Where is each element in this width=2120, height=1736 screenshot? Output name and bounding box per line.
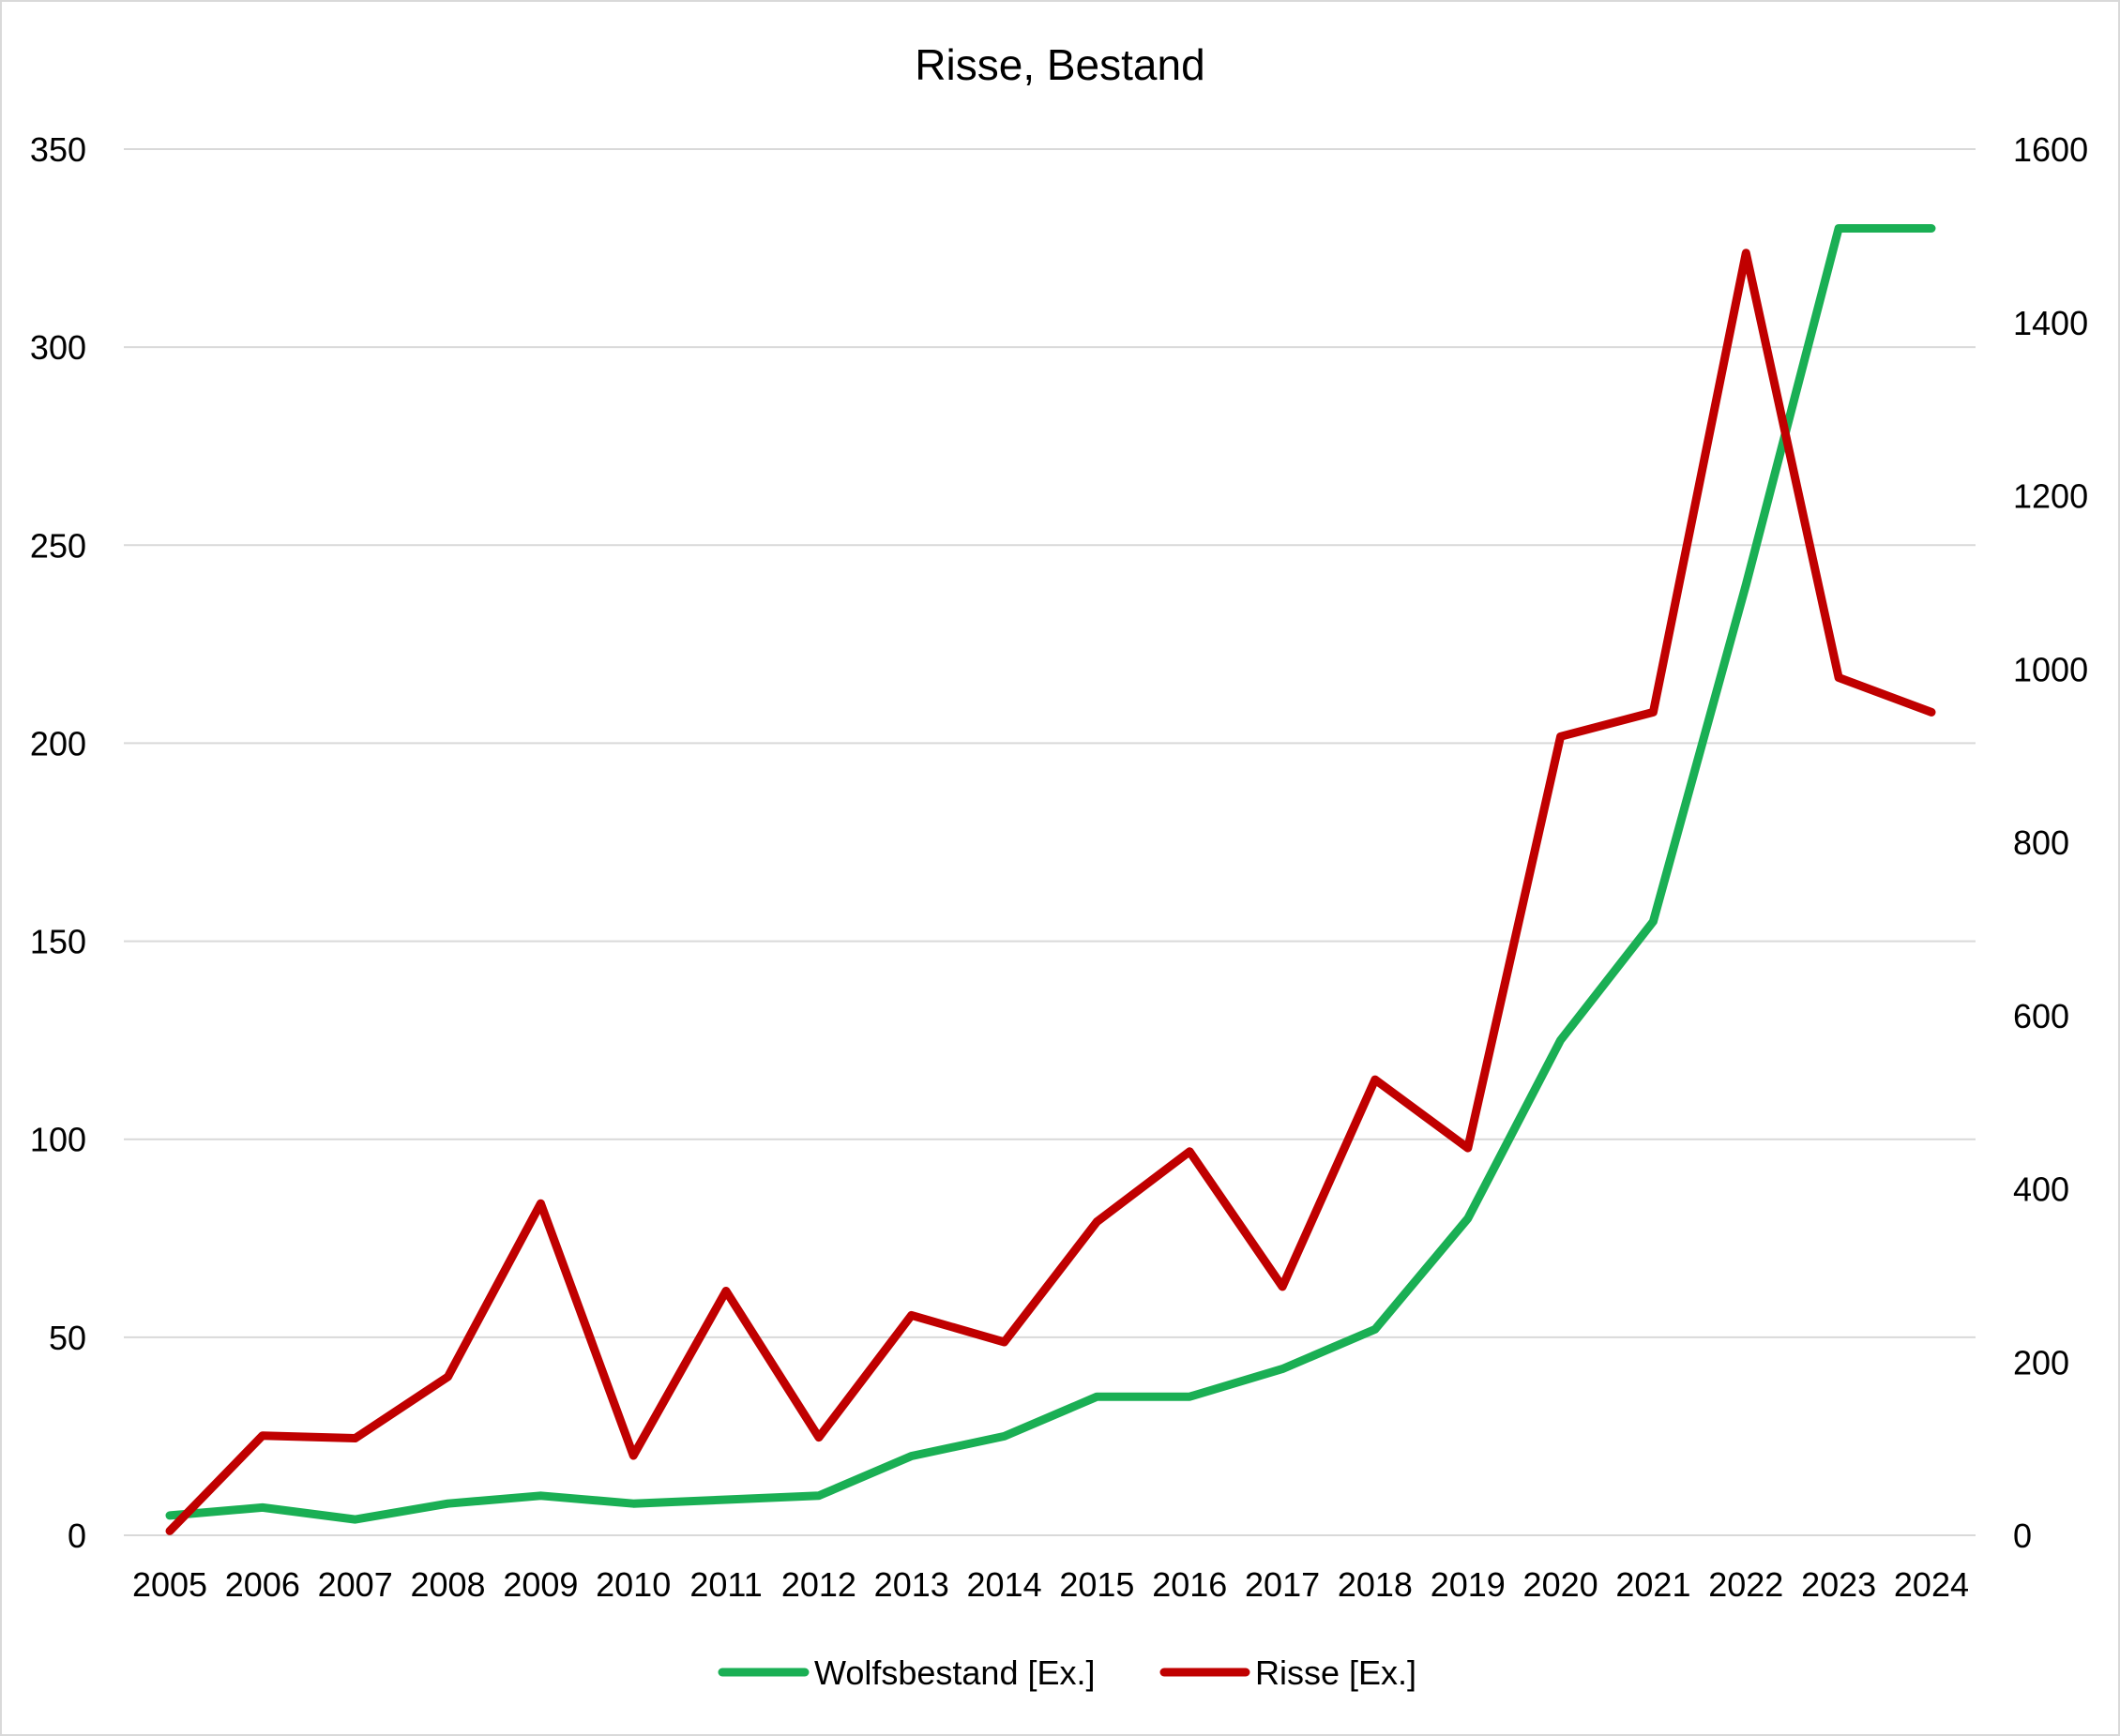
left-tick-label: 350 [30,130,86,169]
right-tick-label: 1600 [2013,130,2088,169]
right-tick-label: 1000 [2013,650,2088,688]
x-tick-label: 2005 [132,1565,207,1604]
right-tick-label: 400 [2013,1170,2069,1209]
legend-label-wolfsbestand-ex: Wolfsbestand [Ex.] [814,1653,1095,1692]
legend: Wolfsbestand [Ex.] Risse [Ex.] [718,1653,1416,1692]
x-tick-label: 2013 [874,1565,949,1604]
left-y-axis-ticks: 0 50 100 150 200 250 300 350 [30,130,86,1555]
left-tick-label: 0 [68,1517,86,1555]
x-tick-label: 2020 [1523,1565,1598,1604]
x-tick-label: 2017 [1245,1565,1320,1604]
x-tick-label: 2007 [318,1565,393,1604]
x-tick-label: 2014 [967,1565,1042,1604]
x-tick-label: 2006 [225,1565,300,1604]
x-tick-label: 2010 [596,1565,671,1604]
x-tick-label: 2011 [689,1565,762,1604]
x-axis-ticks: 2005 2006 2007 2008 2009 2010 2011 2012 2013 2014… [132,1565,1969,1604]
right-tick-label: 800 [2013,823,2069,862]
x-tick-label: 2022 [1708,1565,1783,1604]
left-tick-label: 250 [30,526,86,565]
x-tick-label: 2023 [1801,1565,1876,1604]
right-tick-label: 1200 [2013,477,2088,516]
left-tick-label: 300 [30,328,86,367]
gridlines [124,148,1976,1536]
right-tick-label: 600 [2013,997,2069,1035]
x-tick-label: 2018 [1338,1565,1413,1604]
x-tick-label: 2008 [410,1565,485,1604]
series-lines [165,224,1936,1535]
legend-label-risse-ex: Risse [Ex.] [1255,1653,1416,1692]
left-tick-label: 50 [49,1319,86,1357]
right-tick-label: 0 [2013,1517,2032,1555]
right-y-axis-ticks: 0 200 400 600 800 1000 1200 1400 1600 [2013,130,2088,1555]
series-line-wolfsbestand-ex [165,224,1936,1524]
left-tick-label: 150 [30,923,86,961]
x-tick-label: 2012 [781,1565,856,1604]
x-tick-label: 2015 [1059,1565,1134,1604]
left-tick-label: 200 [30,724,86,762]
right-tick-label: 1400 [2013,304,2088,342]
left-tick-label: 100 [30,1121,86,1159]
x-tick-label: 2016 [1152,1565,1227,1604]
x-tick-label: 2021 [1615,1565,1690,1604]
x-tick-label: 2009 [503,1565,578,1604]
x-tick-label: 2024 [1894,1565,1969,1604]
x-tick-label: 2019 [1431,1565,1506,1604]
series-line-risse-ex [165,249,1936,1535]
right-tick-label: 200 [2013,1343,2069,1381]
chart-title: Risse, Bestand [915,40,1204,89]
